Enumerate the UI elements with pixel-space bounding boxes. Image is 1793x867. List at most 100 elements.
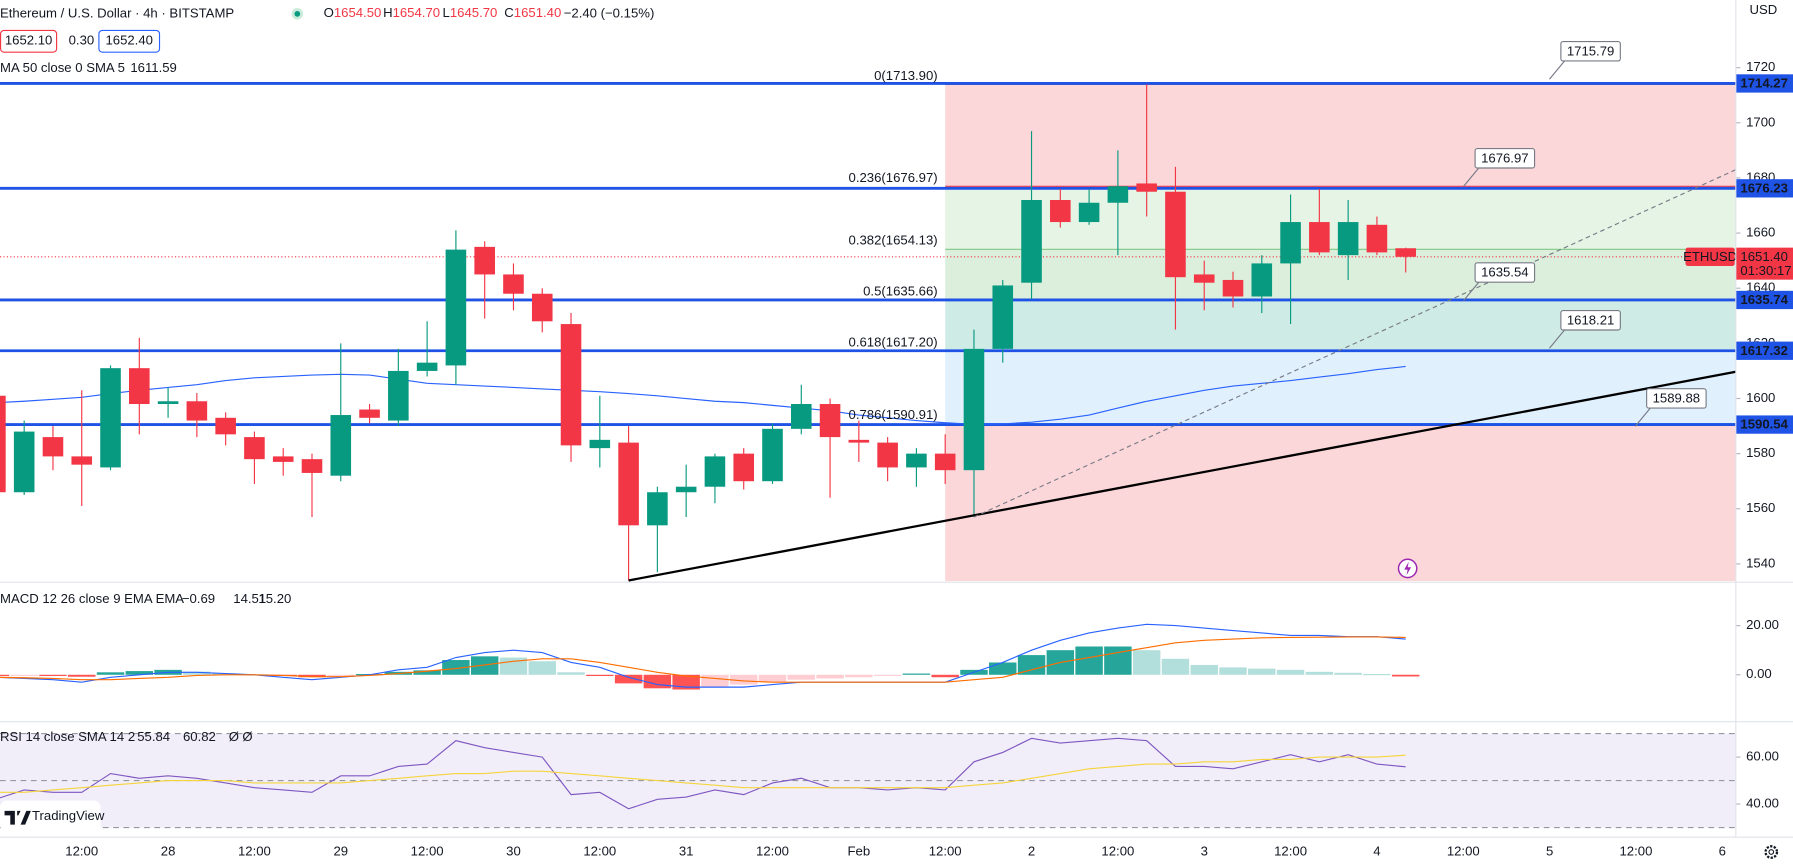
x-tick-label: 12:00 (756, 843, 789, 858)
x-tick-label: 3 (1201, 843, 1208, 858)
macd-histogram-bar (327, 674, 355, 676)
candle-body (1337, 222, 1359, 256)
candle-body (129, 368, 150, 405)
bid-box (0, 29, 58, 53)
macd-line (0, 623, 1406, 688)
ask-box (98, 29, 161, 53)
candle-body (647, 492, 668, 526)
ohlc-key: O (324, 5, 334, 20)
macd-histogram-bar (1161, 658, 1190, 675)
candle-body (992, 285, 1014, 349)
candle-body (474, 246, 495, 275)
x-tick-label: 12:00 (583, 843, 616, 858)
x-tick-label: 12:00 (1101, 843, 1134, 858)
macd-line (0, 636, 1406, 683)
ma-readout: 1611.59 (130, 60, 177, 75)
macd-histogram-bar (902, 673, 931, 675)
level-price-tag (1735, 341, 1793, 360)
macd-histogram-bar (729, 674, 758, 685)
fib-band (945, 351, 1736, 424)
fib-level-label: 0.382(1654.13) (849, 233, 938, 248)
rsi-line (0, 754, 1406, 793)
macd-histogram-bar (586, 674, 614, 677)
candle-body (71, 456, 93, 465)
callout-box (1560, 40, 1621, 62)
macd-histogram-bar (96, 672, 125, 675)
macd-histogram-bar (1132, 650, 1161, 675)
macd-histogram-bar (183, 671, 211, 675)
rsi-readout: Ø (229, 729, 239, 744)
fib-level-label: 0.786(1590.91) (849, 407, 938, 422)
trendline (628, 370, 1737, 582)
x-tick-label: 4 (1373, 843, 1380, 858)
candle-body (1078, 202, 1100, 223)
y-tick-label: 40.00 (1746, 796, 1779, 811)
callout-label: 1589.88 (1653, 390, 1701, 405)
macd-histogram-bar (413, 670, 441, 675)
callout-box (1646, 388, 1707, 409)
candle-body (1222, 279, 1244, 297)
ohlc-value: 1651.40 (514, 5, 562, 20)
y-tick-label: 1720 (1746, 59, 1775, 74)
x-tick-label: 12:00 (238, 843, 271, 858)
settings-icon-core (1768, 849, 1775, 855)
x-tick-label: 12:00 (1620, 843, 1653, 858)
macd-histogram-bar (1334, 672, 1362, 675)
brand-logo (4, 810, 31, 825)
y-tick-label: 0.00 (1746, 666, 1772, 681)
fib-level-label: 0.5(1635.66) (863, 284, 938, 299)
candle-body (1280, 222, 1301, 264)
macd-histogram-bar (298, 674, 326, 678)
candle-body (762, 428, 783, 482)
ohlc-item: L1645.70 (443, 5, 498, 20)
macd-histogram-bar (1363, 674, 1391, 676)
macd-readout: 15.20 (258, 591, 291, 606)
level-price-tag (1735, 415, 1793, 434)
macd-histogram-bar (873, 674, 902, 676)
candle-body (790, 404, 812, 429)
macd-histogram-bar (701, 674, 729, 688)
candle-body (186, 401, 208, 421)
macd-histogram-bar (614, 674, 643, 684)
fib-level-label: 0.236(1676.97) (849, 170, 938, 185)
callout-label: 1635.54 (1481, 265, 1529, 280)
y-tick-label: 1540 (1746, 555, 1775, 570)
fib-band (945, 84, 1736, 187)
candle-body (531, 293, 553, 322)
candle-body (0, 395, 6, 493)
x-tick-label: 28 (161, 843, 176, 858)
macd-histogram-bar (1248, 668, 1276, 675)
candle-body (157, 401, 179, 405)
ask-price: 1652.40 (105, 33, 153, 48)
level-price-tag (1735, 290, 1793, 310)
x-tick-label: 12:00 (1447, 843, 1480, 858)
macd-histogram-bar (931, 674, 959, 678)
settings-icon (1764, 845, 1779, 859)
ohlc-value: 1654.70 (393, 5, 441, 20)
candle-body (675, 486, 697, 493)
macd-readout: 14.51 (233, 591, 266, 606)
ohlc-value: 1645.70 (450, 5, 498, 20)
candle-body (1050, 199, 1071, 223)
macd-histogram-bar (125, 671, 154, 675)
candle-body (445, 249, 467, 366)
macd-histogram-bar (0, 674, 10, 677)
candle-body (1107, 186, 1129, 203)
ohlc-item: H1654.70 (383, 5, 440, 20)
candle-body (819, 404, 841, 438)
macd-histogram-bar (528, 661, 556, 675)
macd-histogram-bar (787, 674, 816, 680)
candle-body (244, 437, 265, 460)
candle-body (618, 442, 639, 526)
macd-histogram-bar (39, 674, 67, 677)
callout-pointer (1463, 280, 1481, 301)
macd-readout: −0.69 (182, 591, 215, 606)
x-tick-label: 31 (679, 843, 694, 858)
rsi-title: RSI 14 close SMA 14 2 (0, 729, 135, 744)
fib-band (945, 423, 1736, 582)
x-tick-label: 12:00 (1274, 843, 1307, 858)
candle-body (848, 439, 870, 443)
candle-body (1309, 222, 1330, 253)
